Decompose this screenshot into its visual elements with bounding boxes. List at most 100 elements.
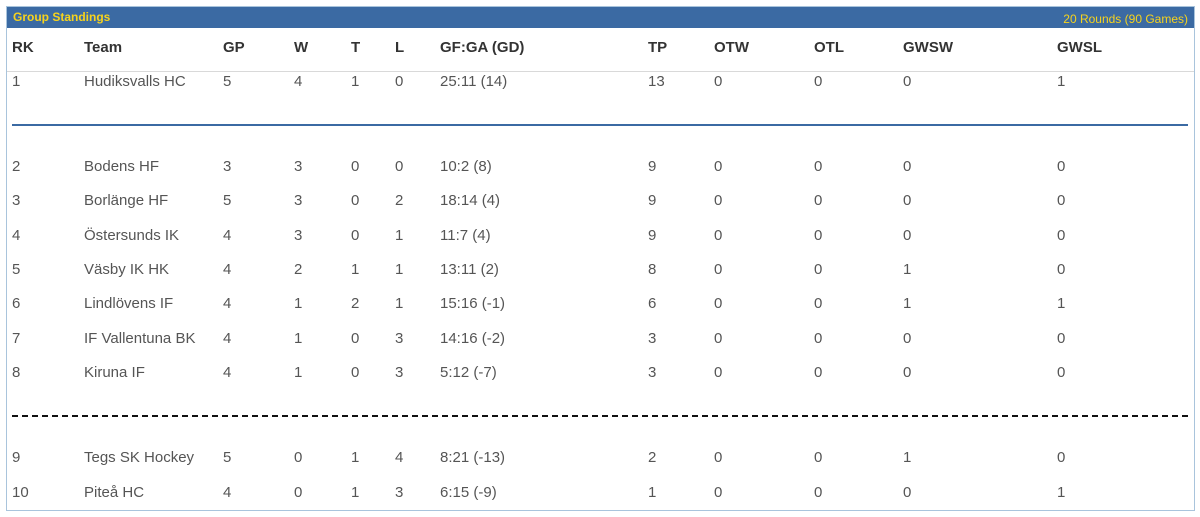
table-row[interactable]: 10 Piteå HC 4 0 1 3 6:15 (-9) 1 0 0 0 1 xyxy=(7,476,1194,510)
cell-team[interactable]: Östersunds IK xyxy=(84,227,180,244)
col-otw[interactable]: OTW xyxy=(714,39,749,56)
cell-otl: 0 xyxy=(814,484,823,501)
cell-tp: 9 xyxy=(648,158,657,175)
cell-gp: 4 xyxy=(223,261,232,278)
cell-t: 2 xyxy=(351,295,360,312)
table-row[interactable]: 1 Hudiksvalls HC 5 4 1 0 25:11 (14) 13 0 0 0 1 xyxy=(7,65,1194,99)
cell-w: 0 xyxy=(294,449,303,466)
cell-gwsl: 0 xyxy=(1057,449,1066,466)
col-gwsl[interactable]: GWSL xyxy=(1057,39,1102,56)
cell-gwsl: 1 xyxy=(1057,295,1066,312)
col-rk[interactable]: RK xyxy=(12,39,34,56)
cell-rk: 9 xyxy=(12,449,21,466)
cell-t: 0 xyxy=(351,227,360,244)
cell-gp: 5 xyxy=(223,192,232,209)
cell-w: 1 xyxy=(294,364,303,381)
relegation-divider xyxy=(12,415,1188,417)
cell-rk: 5 xyxy=(12,261,21,278)
cell-team[interactable]: Tegs SK Hockey xyxy=(84,449,195,466)
table-row[interactable]: 9 Tegs SK Hockey 5 0 1 4 8:21 (-13) 2 0 0 1 0 xyxy=(7,441,1194,475)
cell-gwsw: 0 xyxy=(903,227,912,244)
cell-otl: 0 xyxy=(814,330,823,347)
cell-gwsw: 1 xyxy=(903,261,912,278)
cell-l: 1 xyxy=(395,227,404,244)
cell-tp: 9 xyxy=(648,227,657,244)
cell-gwsl: 0 xyxy=(1057,330,1066,347)
cell-gp: 4 xyxy=(223,330,232,347)
cell-gwsl: 1 xyxy=(1057,484,1066,501)
cell-gwsl: 0 xyxy=(1057,261,1066,278)
cell-team[interactable]: Lindlövens IF xyxy=(84,295,174,312)
cell-team[interactable]: IF Vallentuna BK xyxy=(84,330,196,347)
cell-gwsw: 0 xyxy=(903,330,912,347)
cell-w: 3 xyxy=(294,158,303,175)
cell-team[interactable]: Kiruna IF xyxy=(84,364,145,381)
cell-tp: 2 xyxy=(648,449,657,466)
col-l[interactable]: L xyxy=(395,39,405,56)
cell-gwsl: 0 xyxy=(1057,158,1066,175)
cell-gwsl: 0 xyxy=(1057,192,1066,209)
cell-tp: 9 xyxy=(648,192,657,209)
col-gp[interactable]: GP xyxy=(223,39,245,56)
cell-tp: 6 xyxy=(648,295,657,312)
cell-gfga: 6:15 (-9) xyxy=(440,484,497,501)
table-row[interactable]: 8 Kiruna IF 4 1 0 3 5:12 (-7) 3 0 0 0 0 xyxy=(7,356,1194,390)
cell-gfga: 14:16 (-2) xyxy=(440,330,506,347)
cell-gfga: 18:14 (4) xyxy=(440,192,501,209)
cell-otw: 0 xyxy=(714,158,723,175)
cell-l: 3 xyxy=(395,330,404,347)
cell-team[interactable]: Hudiksvalls HC xyxy=(84,73,186,90)
cell-team[interactable]: Borlänge HF xyxy=(84,192,169,209)
cell-team[interactable]: Väsby IK HK xyxy=(84,261,170,278)
table-row[interactable]: 4 Östersunds IK 4 3 0 1 11:7 (4) 9 0 0 0 0 xyxy=(7,219,1194,253)
cell-w: 0 xyxy=(294,484,303,501)
cell-gfga: 25:11 (14) xyxy=(440,73,508,90)
table-row[interactable]: 3 Borlänge HF 5 3 0 2 18:14 (4) 9 0 0 0 0 xyxy=(7,184,1194,218)
col-w[interactable]: W xyxy=(294,39,309,56)
table-row[interactable]: 2 Bodens HF 3 3 0 0 10:2 (8) 9 0 0 0 0 xyxy=(7,150,1194,184)
cell-otl: 0 xyxy=(814,295,823,312)
cell-otl: 0 xyxy=(814,192,823,209)
cell-gwsw: 0 xyxy=(903,364,912,381)
cell-t: 1 xyxy=(351,261,360,278)
col-tp[interactable]: TP xyxy=(648,39,668,56)
cell-tp: 1 xyxy=(648,484,657,501)
cell-otl: 0 xyxy=(814,158,823,175)
cell-otw: 0 xyxy=(714,449,723,466)
cell-gwsl: 1 xyxy=(1057,73,1066,90)
panel-titlebar: Group Standings 20 Rounds (90 Games) xyxy=(7,7,1194,28)
cell-rk: 7 xyxy=(12,330,21,347)
cell-tp: 13 xyxy=(648,73,665,90)
cell-t: 0 xyxy=(351,158,360,175)
cell-tp: 8 xyxy=(648,261,657,278)
cell-l: 2 xyxy=(395,192,404,209)
cell-team[interactable]: Piteå HC xyxy=(84,484,145,501)
table-row[interactable]: 5 Väsby IK HK 4 2 1 1 13:11 (2) 8 0 0 1 0 xyxy=(7,253,1194,287)
col-t[interactable]: T xyxy=(351,39,361,56)
cell-rk: 10 xyxy=(12,484,29,501)
cell-gwsl: 0 xyxy=(1057,227,1066,244)
cell-l: 4 xyxy=(395,449,404,466)
table-row[interactable]: 6 Lindlövens IF 4 1 2 1 15:16 (-1) 6 0 0 1 1 xyxy=(7,287,1194,321)
cell-t: 0 xyxy=(351,192,360,209)
cell-rk: 4 xyxy=(12,227,21,244)
cell-w: 3 xyxy=(294,227,303,244)
cell-l: 3 xyxy=(395,484,404,501)
cell-team[interactable]: Bodens HF xyxy=(84,158,160,175)
cell-gwsw: 0 xyxy=(903,484,912,501)
col-team[interactable]: Team xyxy=(84,39,123,56)
cell-otw: 0 xyxy=(714,73,723,90)
col-gwsw[interactable]: GWSW xyxy=(903,39,953,56)
cell-gwsw: 1 xyxy=(903,295,912,312)
cell-gp: 4 xyxy=(223,364,232,381)
table-row[interactable]: 7 IF Vallentuna BK 4 1 0 3 14:16 (-2) 3 0 0 0 0 xyxy=(7,322,1194,356)
cell-l: 0 xyxy=(395,158,404,175)
col-otl[interactable]: OTL xyxy=(814,39,844,56)
cell-gfga: 5:12 (-7) xyxy=(440,364,497,381)
cell-w: 3 xyxy=(294,192,303,209)
cell-gwsl: 0 xyxy=(1057,364,1066,381)
cell-tp: 3 xyxy=(648,330,657,347)
cell-l: 0 xyxy=(395,73,404,90)
cell-gwsw: 0 xyxy=(903,73,912,90)
col-gfga[interactable]: GF:GA (GD) xyxy=(440,39,525,56)
